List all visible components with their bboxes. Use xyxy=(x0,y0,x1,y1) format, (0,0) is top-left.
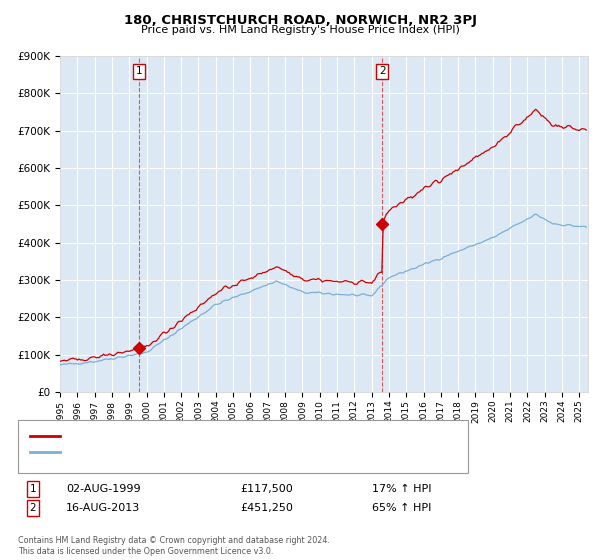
Text: 1: 1 xyxy=(29,484,37,494)
Text: Contains HM Land Registry data © Crown copyright and database right 2024.
This d: Contains HM Land Registry data © Crown c… xyxy=(18,536,330,556)
Text: 2: 2 xyxy=(29,503,37,513)
Text: 180, CHRISTCHURCH ROAD, NORWICH, NR2 3PJ (detached house): 180, CHRISTCHURCH ROAD, NORWICH, NR2 3PJ… xyxy=(69,431,411,441)
Text: 1: 1 xyxy=(136,66,143,76)
Text: 17% ↑ HPI: 17% ↑ HPI xyxy=(372,484,431,494)
Text: 16-AUG-2013: 16-AUG-2013 xyxy=(66,503,140,513)
Text: £117,500: £117,500 xyxy=(240,484,293,494)
Text: £451,250: £451,250 xyxy=(240,503,293,513)
Text: 65% ↑ HPI: 65% ↑ HPI xyxy=(372,503,431,513)
Text: Price paid vs. HM Land Registry's House Price Index (HPI): Price paid vs. HM Land Registry's House … xyxy=(140,25,460,35)
Text: 02-AUG-1999: 02-AUG-1999 xyxy=(66,484,140,494)
Text: 180, CHRISTCHURCH ROAD, NORWICH, NR2 3PJ: 180, CHRISTCHURCH ROAD, NORWICH, NR2 3PJ xyxy=(124,14,476,27)
Text: HPI: Average price, detached house, Norwich: HPI: Average price, detached house, Norw… xyxy=(69,447,304,457)
Text: 2: 2 xyxy=(379,66,386,76)
